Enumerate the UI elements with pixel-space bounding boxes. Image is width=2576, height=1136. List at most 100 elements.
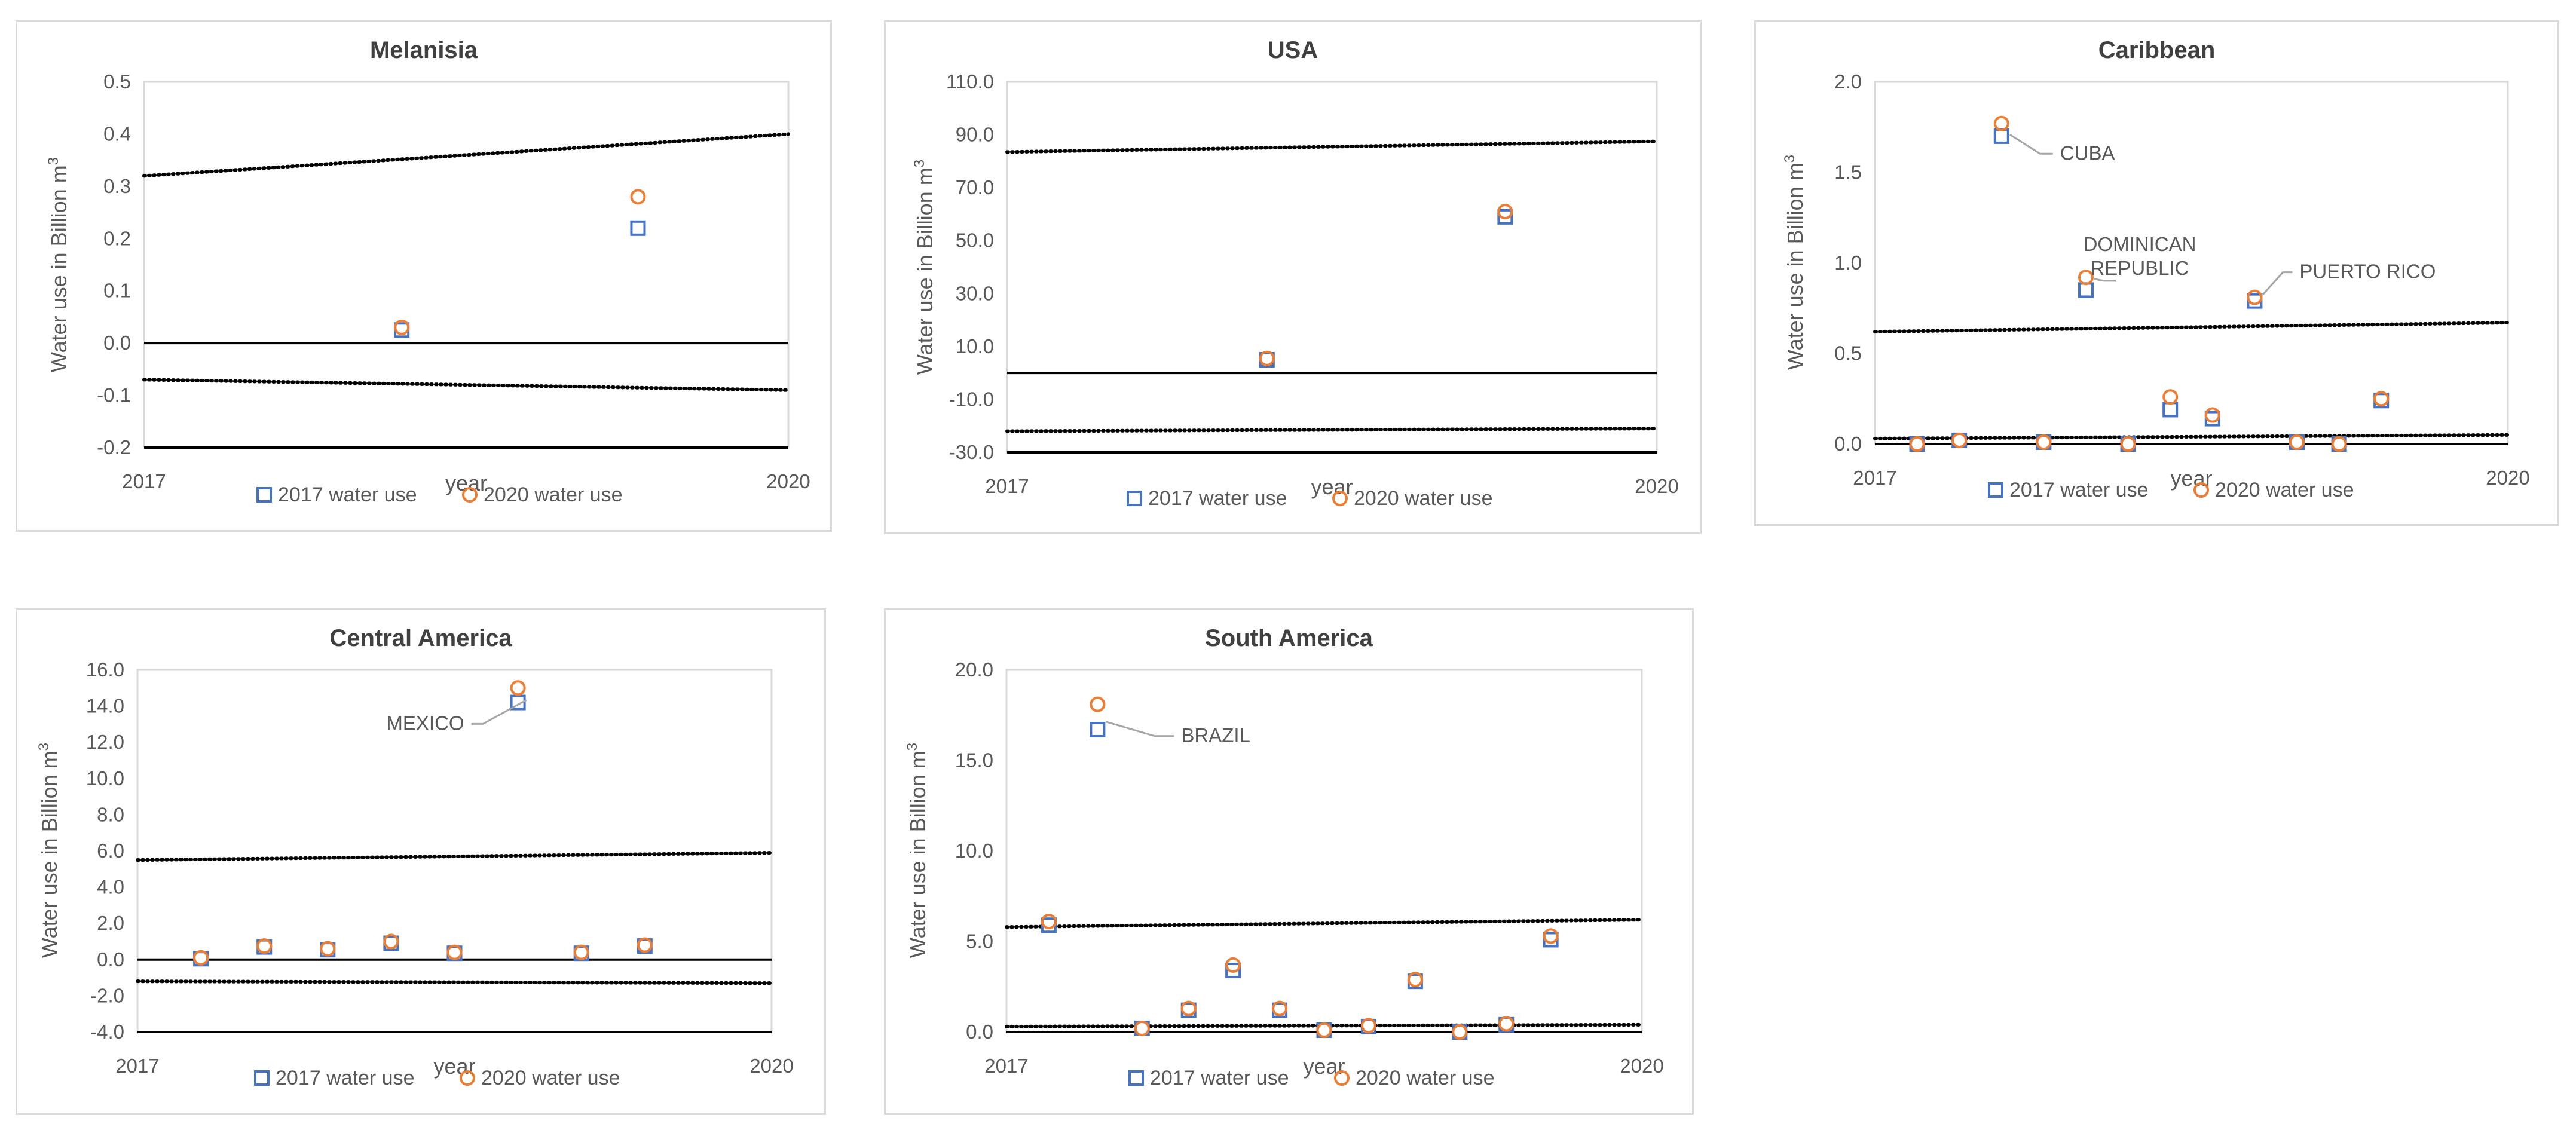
point-2017 xyxy=(2078,282,2094,298)
legend: 2017 water use 2020 water use xyxy=(1128,1067,1495,1089)
chart-title: South America xyxy=(1205,625,1373,651)
x-tick-label-end: 2020 xyxy=(1635,475,1678,497)
y-tick-label: -0.1 xyxy=(97,384,131,406)
x-tick-label-start: 2017 xyxy=(984,1055,1028,1077)
chart-panel-melanisia: Melanisia -0.2 -0.1 0.0 0.1 0.2 0.3 0.4 0.5 2017 2… xyxy=(16,20,832,532)
chart-panel-caribbean: Caribbean 0.0 0.5 1.0 1.5 2.0 2017 2020 year Wate… xyxy=(1754,20,2559,526)
y-axis-label-superscript: 3 xyxy=(904,743,920,751)
point-2017 xyxy=(2162,402,2179,418)
point-2020 xyxy=(1134,1020,1150,1036)
y-tick-label: 0.0 xyxy=(966,1021,993,1043)
y-tick-label: -4.0 xyxy=(90,1021,124,1043)
point-2020 xyxy=(1909,436,1925,452)
lower-bound-line xyxy=(142,378,790,392)
point-2020 xyxy=(256,938,273,954)
point-2020 xyxy=(2289,434,2305,450)
point-2020 xyxy=(1225,957,1241,973)
point-2020 xyxy=(320,941,336,957)
y-tick-label: 10.0 xyxy=(956,335,994,357)
y-tick-label: 14.0 xyxy=(86,695,124,717)
point-2020 xyxy=(1180,1000,1197,1016)
y-tick-label: 0.2 xyxy=(103,227,131,249)
point-2020 xyxy=(2373,391,2390,407)
x-tick-label-start: 2017 xyxy=(122,470,166,492)
point-2020 xyxy=(510,680,526,696)
chart-title: Caribbean xyxy=(2098,37,2216,63)
y-tick-label: -2.0 xyxy=(90,984,124,1006)
point-2020 xyxy=(1407,972,1423,988)
x-tick-label-end: 2020 xyxy=(749,1055,793,1077)
y-axis-label: Water use in Billion m3 xyxy=(904,743,930,958)
legend-label-2017: 2017 water use xyxy=(1148,487,1287,510)
legend-circle-marker xyxy=(1332,491,1348,506)
annotation-label: REPUBLIC xyxy=(2090,257,2189,279)
y-tick-label: 5.0 xyxy=(966,930,993,953)
y-tick-label: -0.2 xyxy=(97,436,131,458)
y-tick-label: 0.5 xyxy=(1834,342,1862,365)
y-tick-label: 0.5 xyxy=(103,71,131,93)
chart-svg-melanisia: Melanisia -0.2 -0.1 0.0 0.1 0.2 0.3 0.4 0.5 2017 2… xyxy=(45,37,810,506)
point-2020 xyxy=(1993,115,2009,131)
point-2020 xyxy=(383,933,399,950)
x-axis-label: year xyxy=(1303,1054,1345,1079)
legend-label-2017: 2017 water use xyxy=(278,483,417,506)
y-tick-label: 0.4 xyxy=(103,123,131,145)
annotation-label: BRAZIL xyxy=(1181,724,1250,746)
x-tick-label-start: 2017 xyxy=(985,475,1029,497)
x-tick-label-start: 2017 xyxy=(1853,467,1896,489)
point-2017 xyxy=(1090,721,1106,737)
annotation-leader-line xyxy=(2009,134,2053,155)
point-2020 xyxy=(1452,1024,1468,1040)
legend: 2017 water use 2020 water use xyxy=(1127,487,1493,510)
chart-panel-central-america: Central America -4.0 -2.0 0.0 2.0 4.0 6.0 8.0 10… xyxy=(16,608,826,1115)
annotation-leader-line xyxy=(2262,271,2293,295)
y-axis-label-superscript: 3 xyxy=(45,157,62,165)
legend-square-marker xyxy=(1127,491,1142,506)
point-2020 xyxy=(193,950,209,966)
legend-label-2020: 2020 water use xyxy=(484,483,623,506)
legend-circle-marker xyxy=(462,487,478,503)
annotation-label: DOMINICAN xyxy=(2084,233,2196,255)
y-tick-label: -10.0 xyxy=(949,388,994,410)
legend-label-2020: 2020 water use xyxy=(1354,487,1493,510)
x-tick-label-end: 2020 xyxy=(1620,1055,1663,1077)
chart-title: Melanisia xyxy=(370,37,478,63)
point-2017 xyxy=(1497,209,1513,225)
y-tick-label: 8.0 xyxy=(97,803,124,825)
chart-title: Central America xyxy=(329,625,512,651)
chart-svg-usa: USA -30.0 -10.0 10.0 30.0 50.0 70.0 90.0 110.0 20… xyxy=(911,37,1679,510)
x-axis-label: year xyxy=(445,471,487,495)
legend-square-marker xyxy=(256,487,272,503)
annotation-label: MEXICO xyxy=(386,712,464,734)
y-tick-label: 2.0 xyxy=(1834,71,1862,93)
y-tick-label: 50.0 xyxy=(956,229,994,252)
legend-circle-marker xyxy=(1334,1070,1350,1086)
y-axis-label-superscript: 3 xyxy=(1782,155,1798,163)
point-2020 xyxy=(2331,436,2347,452)
point-2017 xyxy=(630,220,646,236)
y-axis-label: Water use in Billion m3 xyxy=(45,157,71,372)
y-tick-label: 1.5 xyxy=(1834,161,1862,183)
y-tick-label: 10.0 xyxy=(86,767,124,789)
y-tick-label: 0.0 xyxy=(1834,433,1862,455)
point-2020 xyxy=(2247,289,2263,305)
point-2020 xyxy=(394,319,410,335)
point-2020 xyxy=(1951,432,1968,448)
legend-label-2017: 2017 water use xyxy=(276,1067,415,1089)
point-2020 xyxy=(1543,928,1559,944)
point-2020 xyxy=(573,944,589,960)
chart-title: USA xyxy=(1268,37,1318,63)
point-2020 xyxy=(1497,204,1513,219)
legend-circle-marker xyxy=(460,1070,475,1086)
upper-bound-line xyxy=(1005,918,1644,929)
legend-square-marker xyxy=(1128,1070,1144,1086)
lower-bound-line xyxy=(1005,427,1659,433)
legend-square-marker xyxy=(254,1070,270,1086)
plot-area-frame xyxy=(1006,81,1658,454)
chart-svg-caribbean: Caribbean 0.0 0.5 1.0 1.5 2.0 2017 2020 year Wate… xyxy=(1782,37,2530,501)
y-tick-label: 0.0 xyxy=(103,332,131,354)
y-tick-label: 20.0 xyxy=(955,659,993,681)
chart-panel-usa: USA -30.0 -10.0 10.0 30.0 50.0 70.0 90.0 110.0 20… xyxy=(884,20,1702,534)
y-tick-label: 1.0 xyxy=(1834,252,1862,274)
legend-label-2017: 2017 water use xyxy=(1150,1067,1289,1089)
